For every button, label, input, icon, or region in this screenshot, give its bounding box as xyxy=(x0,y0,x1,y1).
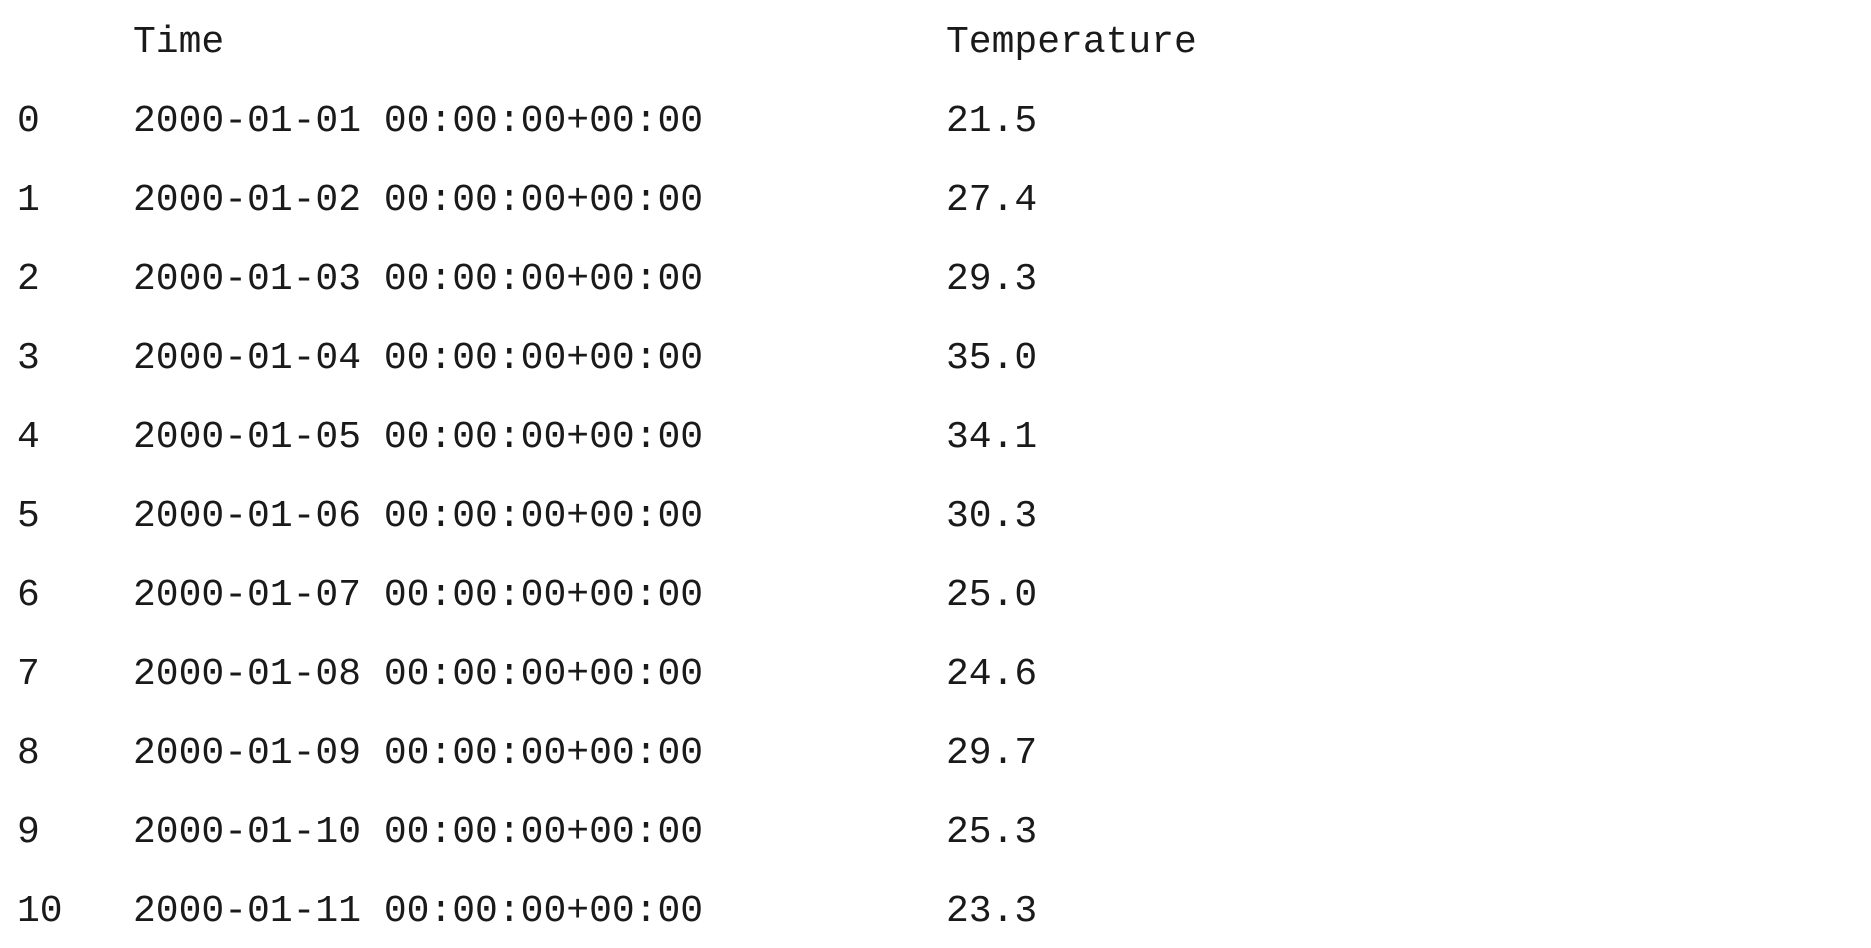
row-temperature: 25.0 xyxy=(946,574,1038,617)
table-row: 4 2000-01-05 00:00:00+00:00 34.1 xyxy=(0,395,1871,474)
row-temperature: 29.7 xyxy=(946,732,1038,775)
row-temperature: 35.0 xyxy=(946,337,1038,380)
table-row: 5 2000-01-06 00:00:00+00:00 30.3 xyxy=(0,474,1871,553)
row-index: 2 xyxy=(17,258,40,301)
table-row: 10 2000-01-11 00:00:00+00:00 23.3 xyxy=(0,869,1871,948)
header-time: Time xyxy=(133,21,225,64)
row-temperature: 30.3 xyxy=(946,495,1038,538)
row-time: 2000-01-05 00:00:00+00:00 xyxy=(133,416,704,459)
row-time: 2000-01-09 00:00:00+00:00 xyxy=(133,732,704,775)
table-row: 7 2000-01-08 00:00:00+00:00 24.6 xyxy=(0,632,1871,711)
table-row: 6 2000-01-07 00:00:00+00:00 25.0 xyxy=(0,553,1871,632)
table-header-row: Time Temperature xyxy=(0,0,1871,79)
row-temperature: 24.6 xyxy=(946,653,1038,696)
row-index: 7 xyxy=(17,653,40,696)
row-index: 10 xyxy=(17,890,63,933)
row-time: 2000-01-02 00:00:00+00:00 xyxy=(133,179,704,222)
table-row: 3 2000-01-04 00:00:00+00:00 35.0 xyxy=(0,316,1871,395)
row-index: 1 xyxy=(17,179,40,222)
row-time: 2000-01-06 00:00:00+00:00 xyxy=(133,495,704,538)
row-time: 2000-01-07 00:00:00+00:00 xyxy=(133,574,704,617)
header-temperature: Temperature xyxy=(946,21,1197,64)
table-row: 1 2000-01-02 00:00:00+00:00 27.4 xyxy=(0,158,1871,237)
row-temperature: 29.3 xyxy=(946,258,1038,301)
row-time: 2000-01-08 00:00:00+00:00 xyxy=(133,653,704,696)
table-row: 2 2000-01-03 00:00:00+00:00 29.3 xyxy=(0,237,1871,316)
row-temperature: 25.3 xyxy=(946,811,1038,854)
row-temperature: 27.4 xyxy=(946,179,1038,222)
row-index: 9 xyxy=(17,811,40,854)
row-index: 0 xyxy=(17,100,40,143)
row-time: 2000-01-11 00:00:00+00:00 xyxy=(133,890,704,933)
table-row: 9 2000-01-10 00:00:00+00:00 25.3 xyxy=(0,790,1871,869)
row-index: 8 xyxy=(17,732,40,775)
table-row: 0 2000-01-01 00:00:00+00:00 21.5 xyxy=(0,79,1871,158)
row-time: 2000-01-10 00:00:00+00:00 xyxy=(133,811,704,854)
row-temperature: 21.5 xyxy=(946,100,1038,143)
row-temperature: 23.3 xyxy=(946,890,1038,933)
row-index: 3 xyxy=(17,337,40,380)
row-time: 2000-01-01 00:00:00+00:00 xyxy=(133,100,704,143)
table-body: 0 2000-01-01 00:00:00+00:00 21.5 1 2000-01-0… xyxy=(0,79,1871,948)
row-time: 2000-01-03 00:00:00+00:00 xyxy=(133,258,704,301)
row-index: 4 xyxy=(17,416,40,459)
row-index: 6 xyxy=(17,574,40,617)
row-temperature: 34.1 xyxy=(946,416,1038,459)
row-time: 2000-01-04 00:00:00+00:00 xyxy=(133,337,704,380)
row-index: 5 xyxy=(17,495,40,538)
table-row: 8 2000-01-09 00:00:00+00:00 29.7 xyxy=(0,711,1871,790)
